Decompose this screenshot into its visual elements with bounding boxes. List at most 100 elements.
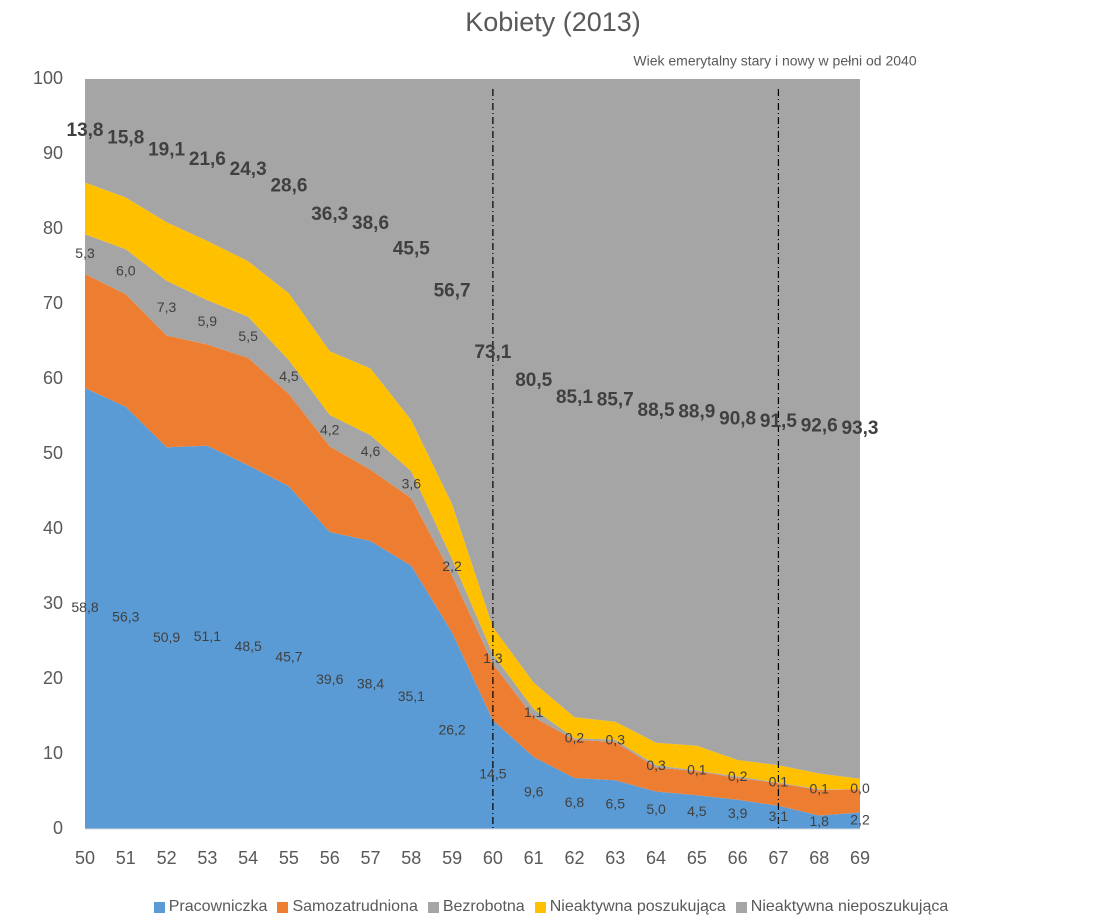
legend-item: Nieaktywna poszukująca — [534, 898, 726, 916]
area — [85, 274, 860, 816]
data-label: 4,5 — [687, 803, 707, 819]
legend-swatch — [534, 901, 546, 913]
area — [85, 182, 860, 790]
y-tick-label: 40 — [43, 518, 63, 538]
data-label: 85,1 — [556, 387, 593, 408]
legend-swatch — [427, 901, 439, 913]
x-tick-label: 66 — [728, 848, 748, 868]
data-label: 51,1 — [194, 628, 221, 644]
data-label: 45,7 — [275, 648, 302, 664]
data-label: 85,7 — [597, 389, 634, 410]
legend-label: Nieaktywna nieposzukująca — [750, 898, 949, 915]
x-tick-label: 58 — [401, 848, 421, 868]
data-label: 3,9 — [728, 805, 748, 821]
x-tick-label: 63 — [605, 848, 625, 868]
data-label: 38,6 — [352, 213, 389, 234]
x-tick-label: 65 — [687, 848, 707, 868]
legend-swatch — [277, 901, 289, 913]
legend-item: Samozatrudniona — [277, 898, 418, 916]
y-tick-label: 90 — [43, 143, 63, 163]
data-label: 14,5 — [479, 765, 506, 781]
data-label: 58,8 — [71, 599, 98, 615]
x-tick-label: 54 — [238, 848, 258, 868]
x-tick-label: 64 — [646, 848, 666, 868]
data-label: 2,2 — [850, 811, 870, 827]
legend-label: Samozatrudniona — [292, 898, 418, 915]
y-tick-label: 10 — [43, 743, 63, 763]
data-label: 4,6 — [361, 443, 381, 459]
area — [85, 388, 860, 829]
data-label: 88,9 — [678, 401, 715, 422]
data-label: 6,8 — [565, 794, 585, 810]
x-tick-label: 68 — [809, 848, 829, 868]
data-label: 35,1 — [398, 688, 425, 704]
data-label: 1,3 — [483, 650, 503, 666]
data-label: 0,1 — [769, 774, 789, 790]
y-tick-label: 20 — [43, 668, 63, 688]
data-label: 5,0 — [646, 801, 666, 817]
x-tick-label: 51 — [116, 848, 136, 868]
x-tick-label: 50 — [75, 848, 95, 868]
x-tick-label: 62 — [564, 848, 584, 868]
legend-swatch — [153, 901, 165, 913]
data-label: 0,3 — [606, 732, 626, 748]
data-label: 3,1 — [769, 808, 789, 824]
data-label: 56,3 — [112, 609, 139, 625]
y-tick-label: 60 — [43, 368, 63, 388]
data-label: 7,3 — [157, 299, 177, 315]
data-label: 13,8 — [67, 120, 104, 141]
x-tick-label: 67 — [768, 848, 788, 868]
data-label: 26,2 — [438, 721, 465, 737]
y-tick-label: 30 — [43, 593, 63, 613]
data-label: 2,2 — [442, 558, 462, 574]
y-tick-label: 50 — [43, 443, 63, 463]
x-tick-label: 57 — [361, 848, 381, 868]
data-label: 92,6 — [801, 415, 838, 436]
data-label: 5,5 — [238, 328, 258, 344]
x-tick-label: 53 — [197, 848, 217, 868]
legend-item: Pracowniczka — [153, 898, 268, 916]
data-label: 36,3 — [311, 204, 348, 225]
y-tick-label: 0 — [53, 818, 63, 838]
data-label: 15,8 — [107, 127, 144, 148]
legend-item: Nieaktywna nieposzukująca — [735, 898, 949, 916]
data-label: 0,2 — [728, 768, 748, 784]
legend-swatch — [735, 901, 747, 913]
chart-title: Kobiety (2013) — [465, 7, 641, 37]
legend-label: Pracowniczka — [168, 898, 268, 915]
data-label: 90,8 — [719, 409, 756, 430]
x-tick-label: 59 — [442, 848, 462, 868]
data-label: 0,3 — [646, 757, 666, 773]
data-label: 88,5 — [638, 400, 675, 421]
x-tick-label: 56 — [320, 848, 340, 868]
area — [85, 79, 860, 779]
y-tick-label: 80 — [43, 218, 63, 238]
area — [85, 234, 860, 790]
data-label: 24,3 — [230, 159, 267, 180]
data-label: 3,6 — [402, 475, 422, 491]
data-label: 93,3 — [842, 418, 879, 439]
data-label: 73,1 — [474, 342, 511, 363]
data-label: 6,5 — [606, 795, 626, 811]
legend: Pracowniczka Samozatrudniona Bezrobotna Nie… — [0, 898, 1102, 916]
data-label: 4,2 — [320, 421, 340, 437]
data-label: 4,5 — [279, 368, 299, 384]
x-tick-label: 52 — [157, 848, 177, 868]
chart: Kobiety (2013) Wiek emerytalny stary i n… — [33, 7, 917, 868]
x-tick-label: 61 — [524, 848, 544, 868]
x-tick-label: 55 — [279, 848, 299, 868]
data-label: 0,0 — [850, 780, 870, 796]
data-label: 5,3 — [75, 245, 95, 261]
data-label: 0,2 — [565, 730, 585, 746]
data-label: 1,1 — [524, 704, 544, 720]
data-label: 50,9 — [153, 629, 180, 645]
x-tick-label: 60 — [483, 848, 503, 868]
legend-label: Bezrobotna — [442, 898, 525, 915]
data-label: 28,6 — [270, 175, 307, 196]
data-label: 0,1 — [809, 780, 829, 796]
data-label: 38,4 — [357, 676, 384, 692]
data-label: 48,5 — [235, 638, 262, 654]
legend-item: Bezrobotna — [427, 898, 525, 916]
x-tick-label: 69 — [850, 848, 870, 868]
